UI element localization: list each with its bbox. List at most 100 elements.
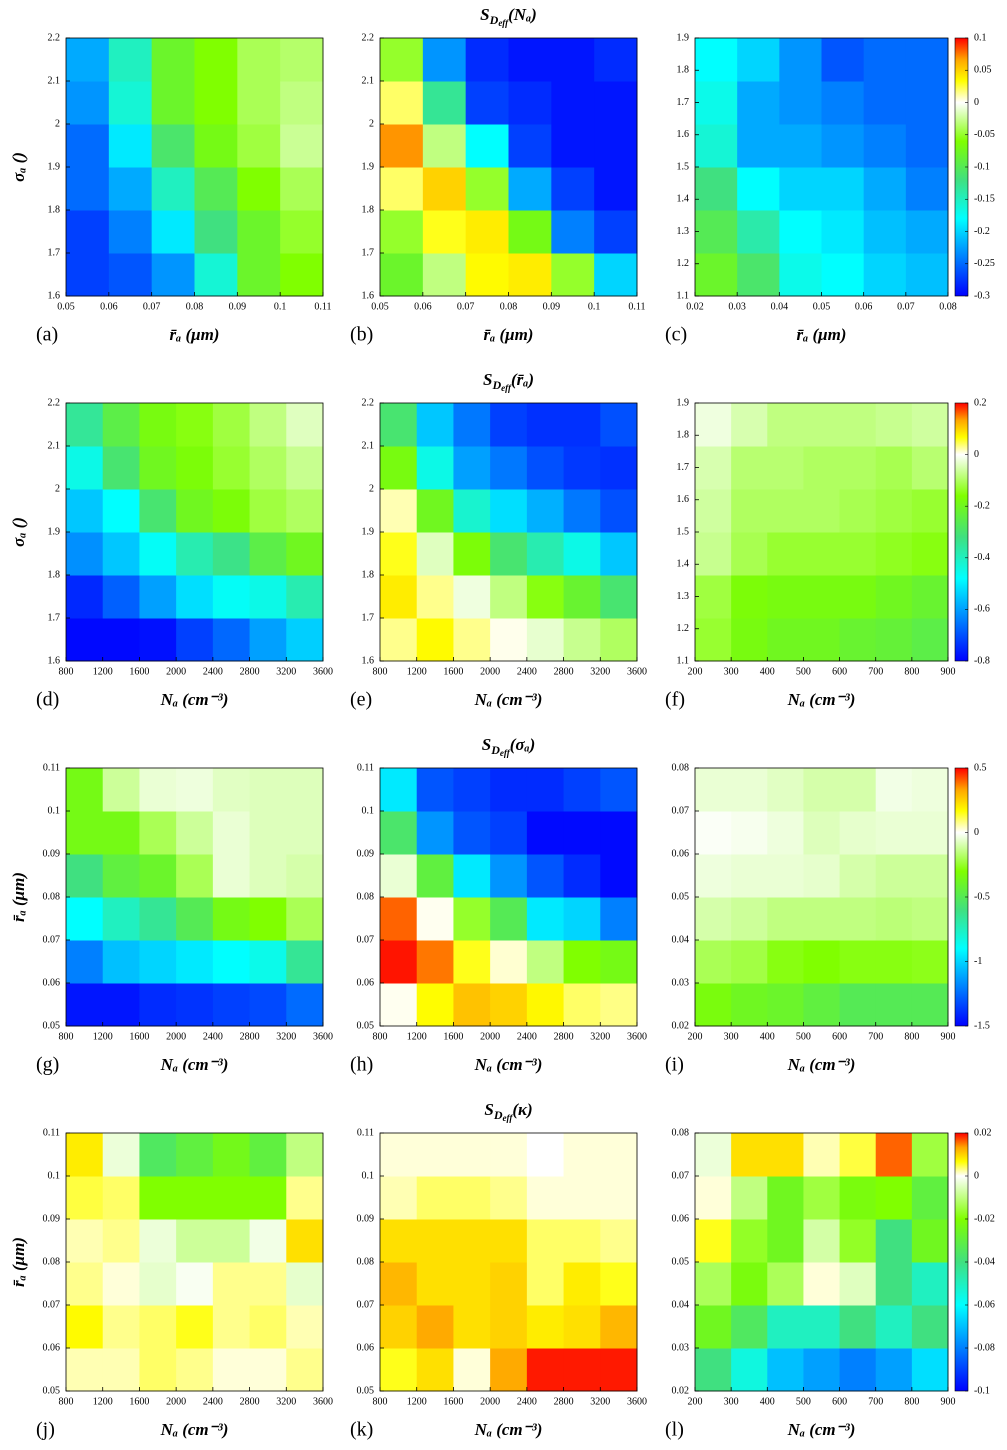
y-tick-label: 0.03: [672, 977, 690, 988]
y-tick-label: 0.07: [43, 934, 61, 945]
heat-cell: [911, 854, 949, 898]
heat-cell: [911, 940, 949, 984]
colorbar-tick-label: 0.5: [974, 762, 987, 773]
x-tick-label: 0.07: [143, 301, 161, 312]
heat-cell: [779, 124, 822, 168]
heat-cell: [286, 575, 324, 619]
y-tick-label: 0.11: [43, 1127, 60, 1138]
heat-cell: [280, 124, 324, 168]
y-tick-label: 0.1: [362, 805, 375, 816]
y-tick-label: 0.05: [43, 1385, 61, 1396]
colorbar-tick-label: 0.2: [974, 397, 987, 408]
heat-cell: [695, 124, 738, 168]
title-part: (σₐ): [510, 735, 536, 754]
heat-cell: [526, 1133, 565, 1177]
heat-cell: [594, 210, 638, 254]
heat-cell: [695, 1176, 732, 1220]
y-tick-label: 1.1: [677, 655, 690, 666]
x-tick-label: 700: [868, 1031, 883, 1042]
y-tick-label: 2: [369, 118, 374, 129]
heat-cell: [731, 532, 768, 576]
heat-cell: [839, 1219, 877, 1263]
heat-cell: [695, 1262, 732, 1306]
colorbar-tick-label: -1.5: [974, 1020, 990, 1031]
y-tick-label: 1.9: [362, 161, 375, 172]
x-tick-label: 200: [688, 666, 703, 677]
title-part: S: [483, 370, 492, 389]
heat-cell: [66, 124, 110, 168]
heat-cell: [380, 167, 424, 211]
heat-cell: [249, 403, 287, 447]
heat-cell: [176, 618, 214, 662]
heat-cell: [102, 811, 140, 855]
heat-cell: [839, 489, 877, 533]
heat-cell: [563, 897, 601, 941]
x-tick-label: 800: [904, 1031, 919, 1042]
heat-cell: [563, 618, 601, 662]
heat-cell: [416, 768, 454, 812]
heat-cell: [453, 1133, 491, 1177]
heat-cell: [905, 124, 949, 168]
heat-cell: [249, 897, 287, 941]
heat-cell: [237, 167, 281, 211]
colorbar-tick-label: -0.15: [974, 194, 995, 205]
title-part: eff: [498, 18, 509, 28]
heat-cell: [875, 1305, 913, 1349]
x-tick-label: 2800: [240, 1031, 260, 1042]
x-tick-label: 0.07: [457, 301, 475, 312]
heat-cell: [731, 1348, 768, 1392]
heat-cell: [249, 940, 287, 984]
heat-cell: [594, 253, 638, 297]
colorbar-tick-label: -0.25: [974, 258, 995, 269]
panel-label: (d): [36, 689, 59, 711]
y-tick-label: 0.07: [357, 934, 375, 945]
heat-cell: [767, 1219, 804, 1263]
heat-cell: [911, 403, 949, 447]
heat-cell: [453, 897, 491, 941]
x-tick-label: 0.11: [314, 301, 331, 312]
heat-cell: [839, 854, 877, 898]
y-tick-label: 0.05: [672, 1256, 690, 1267]
x-axis-label: Nₐ (cm⁻³): [787, 1055, 856, 1074]
heat-cell: [102, 1133, 140, 1177]
heat-cell: [594, 81, 638, 125]
x-tick-label: 0.06: [100, 301, 118, 312]
heat-cell: [212, 532, 251, 576]
x-tick-label: 1200: [93, 666, 113, 677]
x-tick-label: 800: [904, 666, 919, 677]
heat-cell: [176, 1262, 214, 1306]
y-tick-label: 0.05: [672, 891, 690, 902]
heat-cell: [526, 489, 565, 533]
y-tick-label: 1.7: [362, 612, 375, 623]
heat-cell: [767, 403, 804, 447]
colorbar-tick-label: 0.02: [974, 1127, 992, 1138]
heat-cell: [508, 38, 552, 82]
y-tick-label: 1.9: [48, 526, 61, 537]
heat-cell: [416, 575, 454, 619]
heat-cell: [176, 1305, 214, 1349]
y-tick-label: 1.7: [677, 97, 690, 108]
y-tick-label: 0.08: [672, 762, 690, 773]
heat-cell: [600, 811, 638, 855]
heat-cell: [490, 768, 528, 812]
heat-cell: [875, 983, 913, 1027]
heat-cell: [803, 403, 841, 447]
x-tick-label: 0.1: [588, 301, 601, 312]
heat-cell: [139, 940, 177, 984]
heat-cell: [526, 983, 565, 1027]
heat-cell: [416, 1219, 454, 1263]
heat-cell: [380, 489, 418, 533]
heat-cell: [695, 210, 738, 254]
heat-cell: [803, 983, 841, 1027]
y-tick-label: 0.05: [357, 1020, 375, 1031]
x-tick-label: 2400: [517, 666, 537, 677]
heat-cell: [839, 940, 877, 984]
heat-cell: [453, 811, 491, 855]
heat-cell: [695, 1305, 732, 1349]
heat-cell: [490, 1348, 528, 1392]
colorbar-tick-label: -0.4: [974, 552, 990, 563]
y-tick-label: 1.6: [48, 655, 61, 666]
heat-cell: [249, 1176, 287, 1220]
heat-cell: [600, 854, 638, 898]
heat-cell: [779, 210, 822, 254]
